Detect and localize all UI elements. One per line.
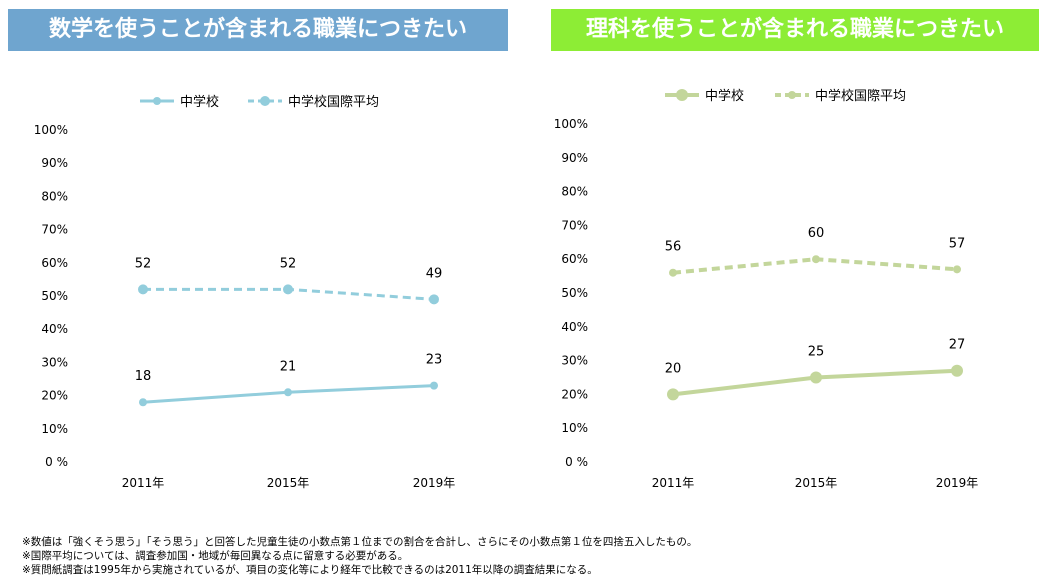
y-tick-label: 10% [561, 421, 588, 435]
x-tick-label: 2015年 [795, 476, 838, 490]
y-tick-label: 90% [41, 156, 68, 170]
data-label: 27 [949, 338, 966, 353]
data-label: 23 [426, 353, 443, 368]
legend-label: 中学校 [705, 88, 744, 104]
y-tick-label: 90% [561, 151, 588, 165]
y-tick-label: 20% [41, 389, 68, 403]
data-point [138, 284, 148, 295]
data-label: 60 [808, 226, 825, 241]
legend-marker [260, 96, 270, 106]
y-tick-label: 70% [561, 218, 588, 232]
data-point [139, 398, 147, 407]
y-tick-label: 60% [41, 256, 68, 270]
data-label: 52 [280, 256, 297, 271]
charts: 0 % 10% 20% 30% 40% 50% 60% 70% 80% 90% 100% 2011年 2… [34, 88, 979, 490]
y-tick-label: 0 % [565, 455, 588, 469]
y-tick-label: 80% [561, 185, 588, 199]
data-point [284, 388, 292, 397]
data-label: 49 [426, 266, 443, 281]
legend-marker [676, 89, 688, 101]
footnotes: ※数値は「強くそう思う」「そう思う」と回答した児童生徒の小数点第１位までの割合を… [22, 535, 697, 577]
data-point [283, 284, 293, 295]
x-tick-label: 2019年 [413, 476, 456, 490]
x-tick-label: 2011年 [652, 476, 695, 490]
x-tick-label: 2015年 [267, 476, 310, 490]
y-tick-label: 30% [41, 355, 68, 369]
data-point [951, 364, 963, 377]
data-point [430, 381, 438, 390]
legend-label: 中学校 [180, 94, 219, 110]
y-tick-label: 60% [561, 252, 588, 266]
y-tick-label: 70% [41, 223, 68, 237]
y-tick-label: 0 % [45, 455, 68, 469]
data-label: 52 [135, 256, 152, 271]
y-tick-label: 30% [561, 354, 588, 368]
y-tick-label: 20% [561, 387, 588, 401]
y-tick-label: 50% [41, 289, 68, 303]
data-label: 18 [135, 369, 152, 384]
data-label: 25 [808, 345, 825, 360]
footnote: ※質問紙調査は1995年から実施されているが、項目の変化等により経年で比較できる… [22, 564, 598, 576]
y-tick-label: 40% [561, 320, 588, 334]
legend-marker [153, 97, 161, 105]
y-tick-label: 40% [41, 322, 68, 336]
x-tick-label: 2011年 [122, 476, 165, 490]
y-tick-label: 100% [34, 123, 68, 137]
math-chart-title: 数学を使うことが含まれる職業につきたい [8, 9, 508, 51]
data-point [669, 268, 677, 277]
legend-marker [788, 91, 796, 99]
footnote: ※国際平均については、調査参加国・地域が毎回異なる点に留意する必要がある。 [22, 550, 409, 562]
y-tick-label: 100% [554, 117, 588, 131]
y-tick-label: 80% [41, 189, 68, 203]
data-point [667, 388, 679, 401]
data-point [810, 371, 822, 384]
data-point [429, 294, 439, 305]
y-tick-label: 10% [41, 422, 68, 436]
data-point [953, 265, 961, 274]
legend-label: 中学校国際平均 [815, 88, 906, 104]
science-chart-title: 理科を使うことが含まれる職業につきたい [551, 9, 1039, 51]
data-label: 56 [665, 240, 682, 255]
x-tick-label: 2019年 [936, 476, 979, 490]
data-label: 20 [665, 361, 682, 376]
footnote: ※数値は「強くそう思う」「そう思う」と回答した児童生徒の小数点第１位までの割合を… [22, 536, 698, 548]
data-label: 57 [949, 236, 966, 251]
y-tick-label: 50% [561, 286, 588, 300]
legend-label: 中学校国際平均 [288, 94, 379, 110]
data-point [812, 255, 820, 264]
data-label: 21 [280, 359, 297, 374]
